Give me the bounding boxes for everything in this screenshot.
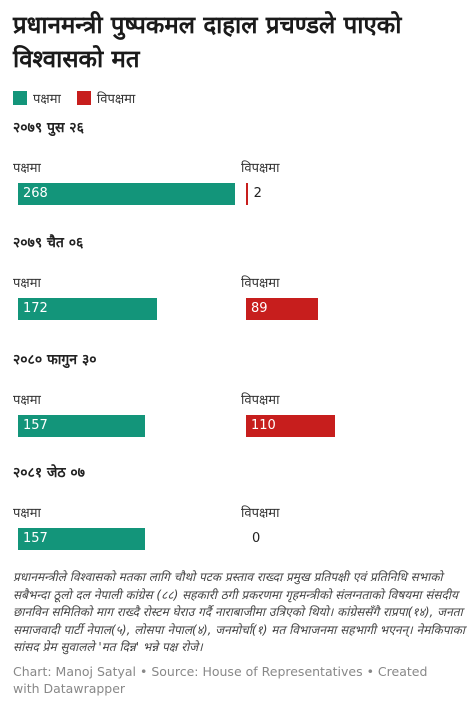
- legend-label-against: विपक्षमा: [96, 92, 136, 107]
- chart-footer: Chart: Manoj Satyal • Source: House of R…: [13, 664, 428, 696]
- bar-favor: [18, 183, 235, 205]
- column-label-favor: पक्षमा: [13, 393, 41, 408]
- bar-value-against: 2: [253, 186, 262, 201]
- bar-favor: [18, 298, 158, 320]
- group-title: २०८१ जेठ ०७: [13, 465, 85, 481]
- legend-item-against: विपक्षमा: [76, 89, 136, 107]
- column-label-against: विपक्षमा: [241, 161, 280, 176]
- bar-value-against: 89: [251, 301, 268, 316]
- column-label-against: विपक्षमा: [241, 393, 280, 408]
- bar-value-favor: 157: [23, 531, 48, 546]
- bar-favor: [18, 415, 146, 437]
- chart-title: प्रधानमन्त्री पुष्पकमल दाहाल प्रचण्डले प…: [13, 11, 402, 73]
- column-label-against: विपक्षमा: [241, 506, 280, 521]
- column-label-against: विपक्षमा: [241, 276, 280, 291]
- bar-favor: [18, 528, 146, 550]
- legend-item-favor: पक्षमा: [13, 89, 61, 107]
- chart-note: प्रधानमन्त्रीले विश्वासको मतका लागि चौथो…: [13, 570, 465, 654]
- column-label-favor: पक्षमा: [13, 276, 41, 291]
- group-title: २०७९ चैत ०६: [13, 235, 84, 251]
- bar-value-favor: 268: [23, 186, 48, 201]
- legend-swatch-against: [76, 91, 91, 105]
- bar-value-favor: 172: [23, 301, 48, 316]
- bar-value-against: 0: [252, 531, 261, 546]
- column-label-favor: पक्षमा: [13, 506, 41, 521]
- legend-swatch-favor: [13, 91, 27, 105]
- legend-label-favor: पक्षमा: [33, 92, 61, 107]
- bar-value-favor: 157: [23, 418, 48, 433]
- bar-against: [246, 298, 318, 320]
- bar-against: [246, 183, 248, 205]
- group-title: २०७९ पुस २६: [13, 120, 84, 136]
- bar-against: [246, 415, 335, 437]
- legend: पक्षमा विपक्षमा: [13, 89, 151, 107]
- group-title: २०८० फागुन ३०: [13, 352, 97, 368]
- bar-value-against: 110: [251, 418, 276, 433]
- column-label-favor: पक्षमा: [13, 161, 41, 176]
